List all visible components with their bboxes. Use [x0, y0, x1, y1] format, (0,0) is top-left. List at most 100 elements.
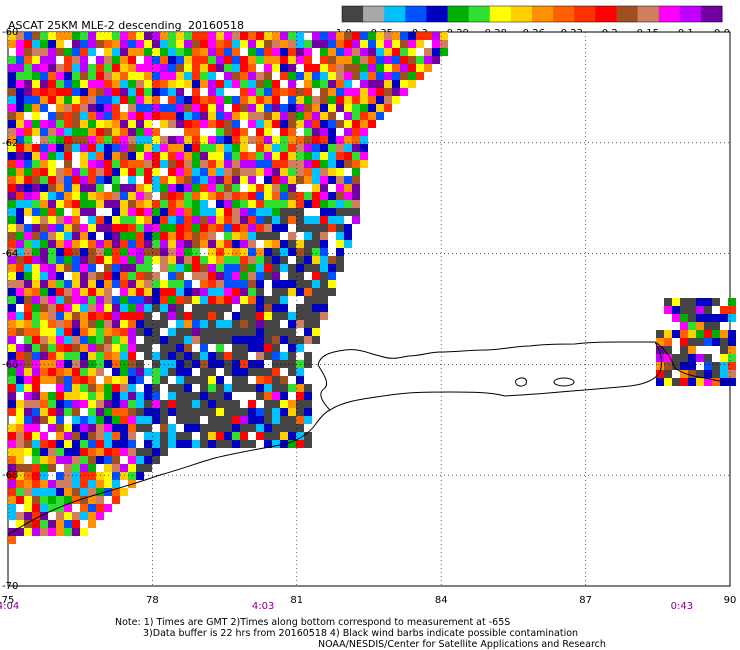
swath-cell: [392, 32, 400, 40]
swath-cell: [376, 48, 384, 56]
swath-cell: [104, 168, 112, 176]
swath-cell: [240, 352, 248, 360]
swath-cell: [24, 288, 32, 296]
swath-cell: [208, 32, 216, 40]
swath-cell: [232, 104, 240, 112]
swath-cell: [312, 72, 320, 80]
swath-cell: [296, 240, 304, 248]
swath-cell: [24, 352, 32, 360]
swath-cell: [72, 136, 80, 144]
swath-cell: [8, 480, 16, 488]
swath-cell: [120, 440, 128, 448]
swath-cell: [288, 248, 296, 256]
swath-cell: [264, 88, 272, 96]
swath-cell: [24, 48, 32, 56]
swath-cell: [248, 88, 256, 96]
swath-cell: [64, 112, 72, 120]
swath-cell: [48, 232, 56, 240]
swath-cell: [192, 48, 200, 56]
swath-cell: [264, 368, 272, 376]
swath-cell: [48, 176, 56, 184]
swath-cell: [80, 432, 88, 440]
swath-cell: [64, 352, 72, 360]
swath-cell: [128, 408, 136, 416]
swath-cell: [24, 488, 32, 496]
swath-cell: [136, 88, 144, 96]
swath-cell: [88, 280, 96, 288]
swath-cell: [224, 120, 232, 128]
swath-cell: [56, 432, 64, 440]
swath-cell: [56, 496, 64, 504]
swath-cell: [312, 112, 320, 120]
swath-cell: [280, 216, 288, 224]
swath-cell: [136, 96, 144, 104]
swath-cell: [80, 336, 88, 344]
swath-cell: [176, 272, 184, 280]
swath-cell: [80, 512, 88, 520]
swath-cell: [40, 448, 48, 456]
swath-cell: [64, 504, 72, 512]
swath-cell: [96, 144, 104, 152]
swath-cell: [352, 152, 360, 160]
swath-cell: [16, 464, 24, 472]
swath-cell: [88, 344, 96, 352]
swath-cell: [688, 330, 696, 338]
swath-cell: [320, 232, 328, 240]
latitude-tick-label: -66: [2, 359, 18, 370]
swath-cell: [72, 216, 80, 224]
swath-cell: [392, 56, 400, 64]
swath-cell: [96, 104, 104, 112]
swath-cell: [24, 64, 32, 72]
swath-cell: [224, 264, 232, 272]
swath-cell: [704, 322, 712, 330]
swath-cell: [88, 256, 96, 264]
swath-cell: [88, 504, 96, 512]
swath-cell: [240, 408, 248, 416]
swath-cell: [240, 96, 248, 104]
swath-cell: [72, 512, 80, 520]
swath-cell: [192, 304, 200, 312]
swath-cell: [168, 88, 176, 96]
swath-cell: [160, 320, 168, 328]
swath-cell: [184, 168, 192, 176]
swath-cell: [304, 240, 312, 248]
swath-cell: [152, 216, 160, 224]
swath-cell: [360, 56, 368, 64]
swath-cell: [288, 328, 296, 336]
swath-cell: [400, 48, 408, 56]
swath-cell: [104, 448, 112, 456]
swath-cell: [8, 88, 16, 96]
swath-cell: [96, 392, 104, 400]
swath-cell: [728, 354, 736, 362]
swath-cell: [136, 112, 144, 120]
swath-cell: [232, 264, 240, 272]
swath-cell: [40, 136, 48, 144]
swath-cell: [296, 312, 304, 320]
swath-cell: [264, 56, 272, 64]
swath-cell: [120, 280, 128, 288]
swath-cell: [80, 288, 88, 296]
swath-cell: [160, 224, 168, 232]
swath-cell: [216, 64, 224, 72]
swath-cell: [432, 56, 440, 64]
swath-cell: [192, 320, 200, 328]
swath-cell: [96, 224, 104, 232]
swath-cell: [328, 168, 336, 176]
swath-cell: [296, 216, 304, 224]
swath-cell: [256, 32, 264, 40]
swath-cell: [160, 344, 168, 352]
swath-cell: [128, 416, 136, 424]
swath-cell: [208, 112, 216, 120]
swath-cell: [344, 72, 352, 80]
swath-cell: [352, 72, 360, 80]
swath-cell: [80, 416, 88, 424]
swath-cell: [312, 80, 320, 88]
longitude-tick-label: 90: [724, 595, 737, 606]
swath-cell: [120, 120, 128, 128]
swath-cell: [408, 56, 416, 64]
swath-cell: [216, 264, 224, 272]
swath-cell: [200, 440, 208, 448]
swath-cell: [320, 104, 328, 112]
swath-cell: [672, 306, 680, 314]
swath-cell: [424, 64, 432, 72]
